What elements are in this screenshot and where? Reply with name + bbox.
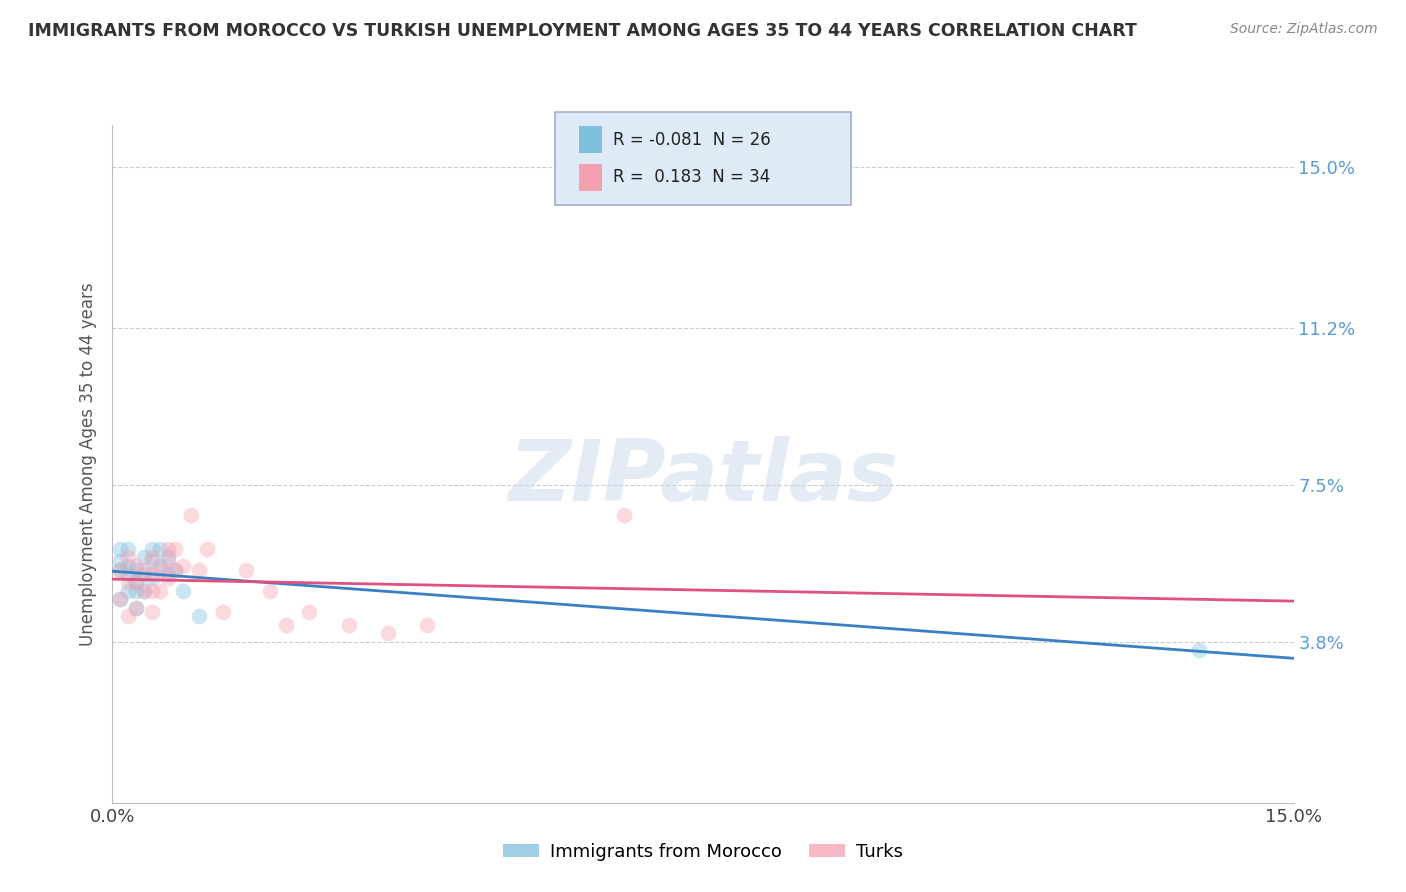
Point xyxy=(125,575,148,590)
Point xyxy=(117,584,139,599)
Point xyxy=(141,541,163,556)
Point xyxy=(211,605,233,619)
Point xyxy=(235,563,257,577)
Point xyxy=(165,563,187,577)
Point xyxy=(110,592,132,607)
Point xyxy=(377,626,399,640)
Point xyxy=(125,558,148,573)
Point xyxy=(188,609,211,624)
Point xyxy=(613,508,636,522)
Point xyxy=(117,549,139,565)
Point xyxy=(1188,643,1211,657)
Point xyxy=(132,549,155,565)
Text: IMMIGRANTS FROM MOROCCO VS TURKISH UNEMPLOYMENT AMONG AGES 35 TO 44 YEARS CORREL: IMMIGRANTS FROM MOROCCO VS TURKISH UNEMP… xyxy=(28,22,1137,40)
Point xyxy=(125,584,148,599)
Point xyxy=(156,567,179,582)
Point xyxy=(141,605,163,619)
Point xyxy=(117,575,139,590)
Point xyxy=(125,601,148,615)
Point xyxy=(110,563,132,577)
Point xyxy=(172,584,194,599)
Point xyxy=(132,584,155,599)
Point xyxy=(117,558,139,573)
Point xyxy=(149,584,172,599)
Point xyxy=(110,563,132,577)
Point xyxy=(156,541,179,556)
Point xyxy=(117,567,139,582)
Point xyxy=(165,563,187,577)
Point xyxy=(165,541,187,556)
Point xyxy=(416,617,439,632)
Point xyxy=(117,609,139,624)
Text: ZIPatlas: ZIPatlas xyxy=(508,436,898,519)
Point xyxy=(156,554,179,568)
Point xyxy=(195,541,218,556)
Point xyxy=(274,617,297,632)
Point xyxy=(298,605,321,619)
Point xyxy=(259,584,281,599)
Point xyxy=(110,554,132,568)
Point xyxy=(149,541,172,556)
Point xyxy=(117,541,139,556)
Point xyxy=(125,575,148,590)
Text: R =  0.183  N = 34: R = 0.183 N = 34 xyxy=(613,169,770,186)
Point xyxy=(156,549,179,565)
Point xyxy=(141,567,163,582)
Point xyxy=(180,508,202,522)
Point xyxy=(125,601,148,615)
Point xyxy=(141,571,163,585)
Legend: Immigrants from Morocco, Turks: Immigrants from Morocco, Turks xyxy=(496,836,910,868)
Y-axis label: Unemployment Among Ages 35 to 44 years: Unemployment Among Ages 35 to 44 years xyxy=(79,282,97,646)
Point xyxy=(149,558,172,573)
Point xyxy=(132,567,155,582)
Text: Source: ZipAtlas.com: Source: ZipAtlas.com xyxy=(1230,22,1378,37)
Point xyxy=(149,563,172,577)
Point xyxy=(172,558,194,573)
Point xyxy=(156,571,179,585)
Point xyxy=(132,563,155,577)
Point xyxy=(141,584,163,599)
Point xyxy=(110,541,132,556)
Point xyxy=(141,549,163,565)
Point xyxy=(132,584,155,599)
Point xyxy=(188,563,211,577)
Text: R = -0.081  N = 26: R = -0.081 N = 26 xyxy=(613,131,770,149)
Point xyxy=(125,563,148,577)
Point xyxy=(337,617,360,632)
Point xyxy=(141,554,163,568)
Point xyxy=(110,592,132,607)
